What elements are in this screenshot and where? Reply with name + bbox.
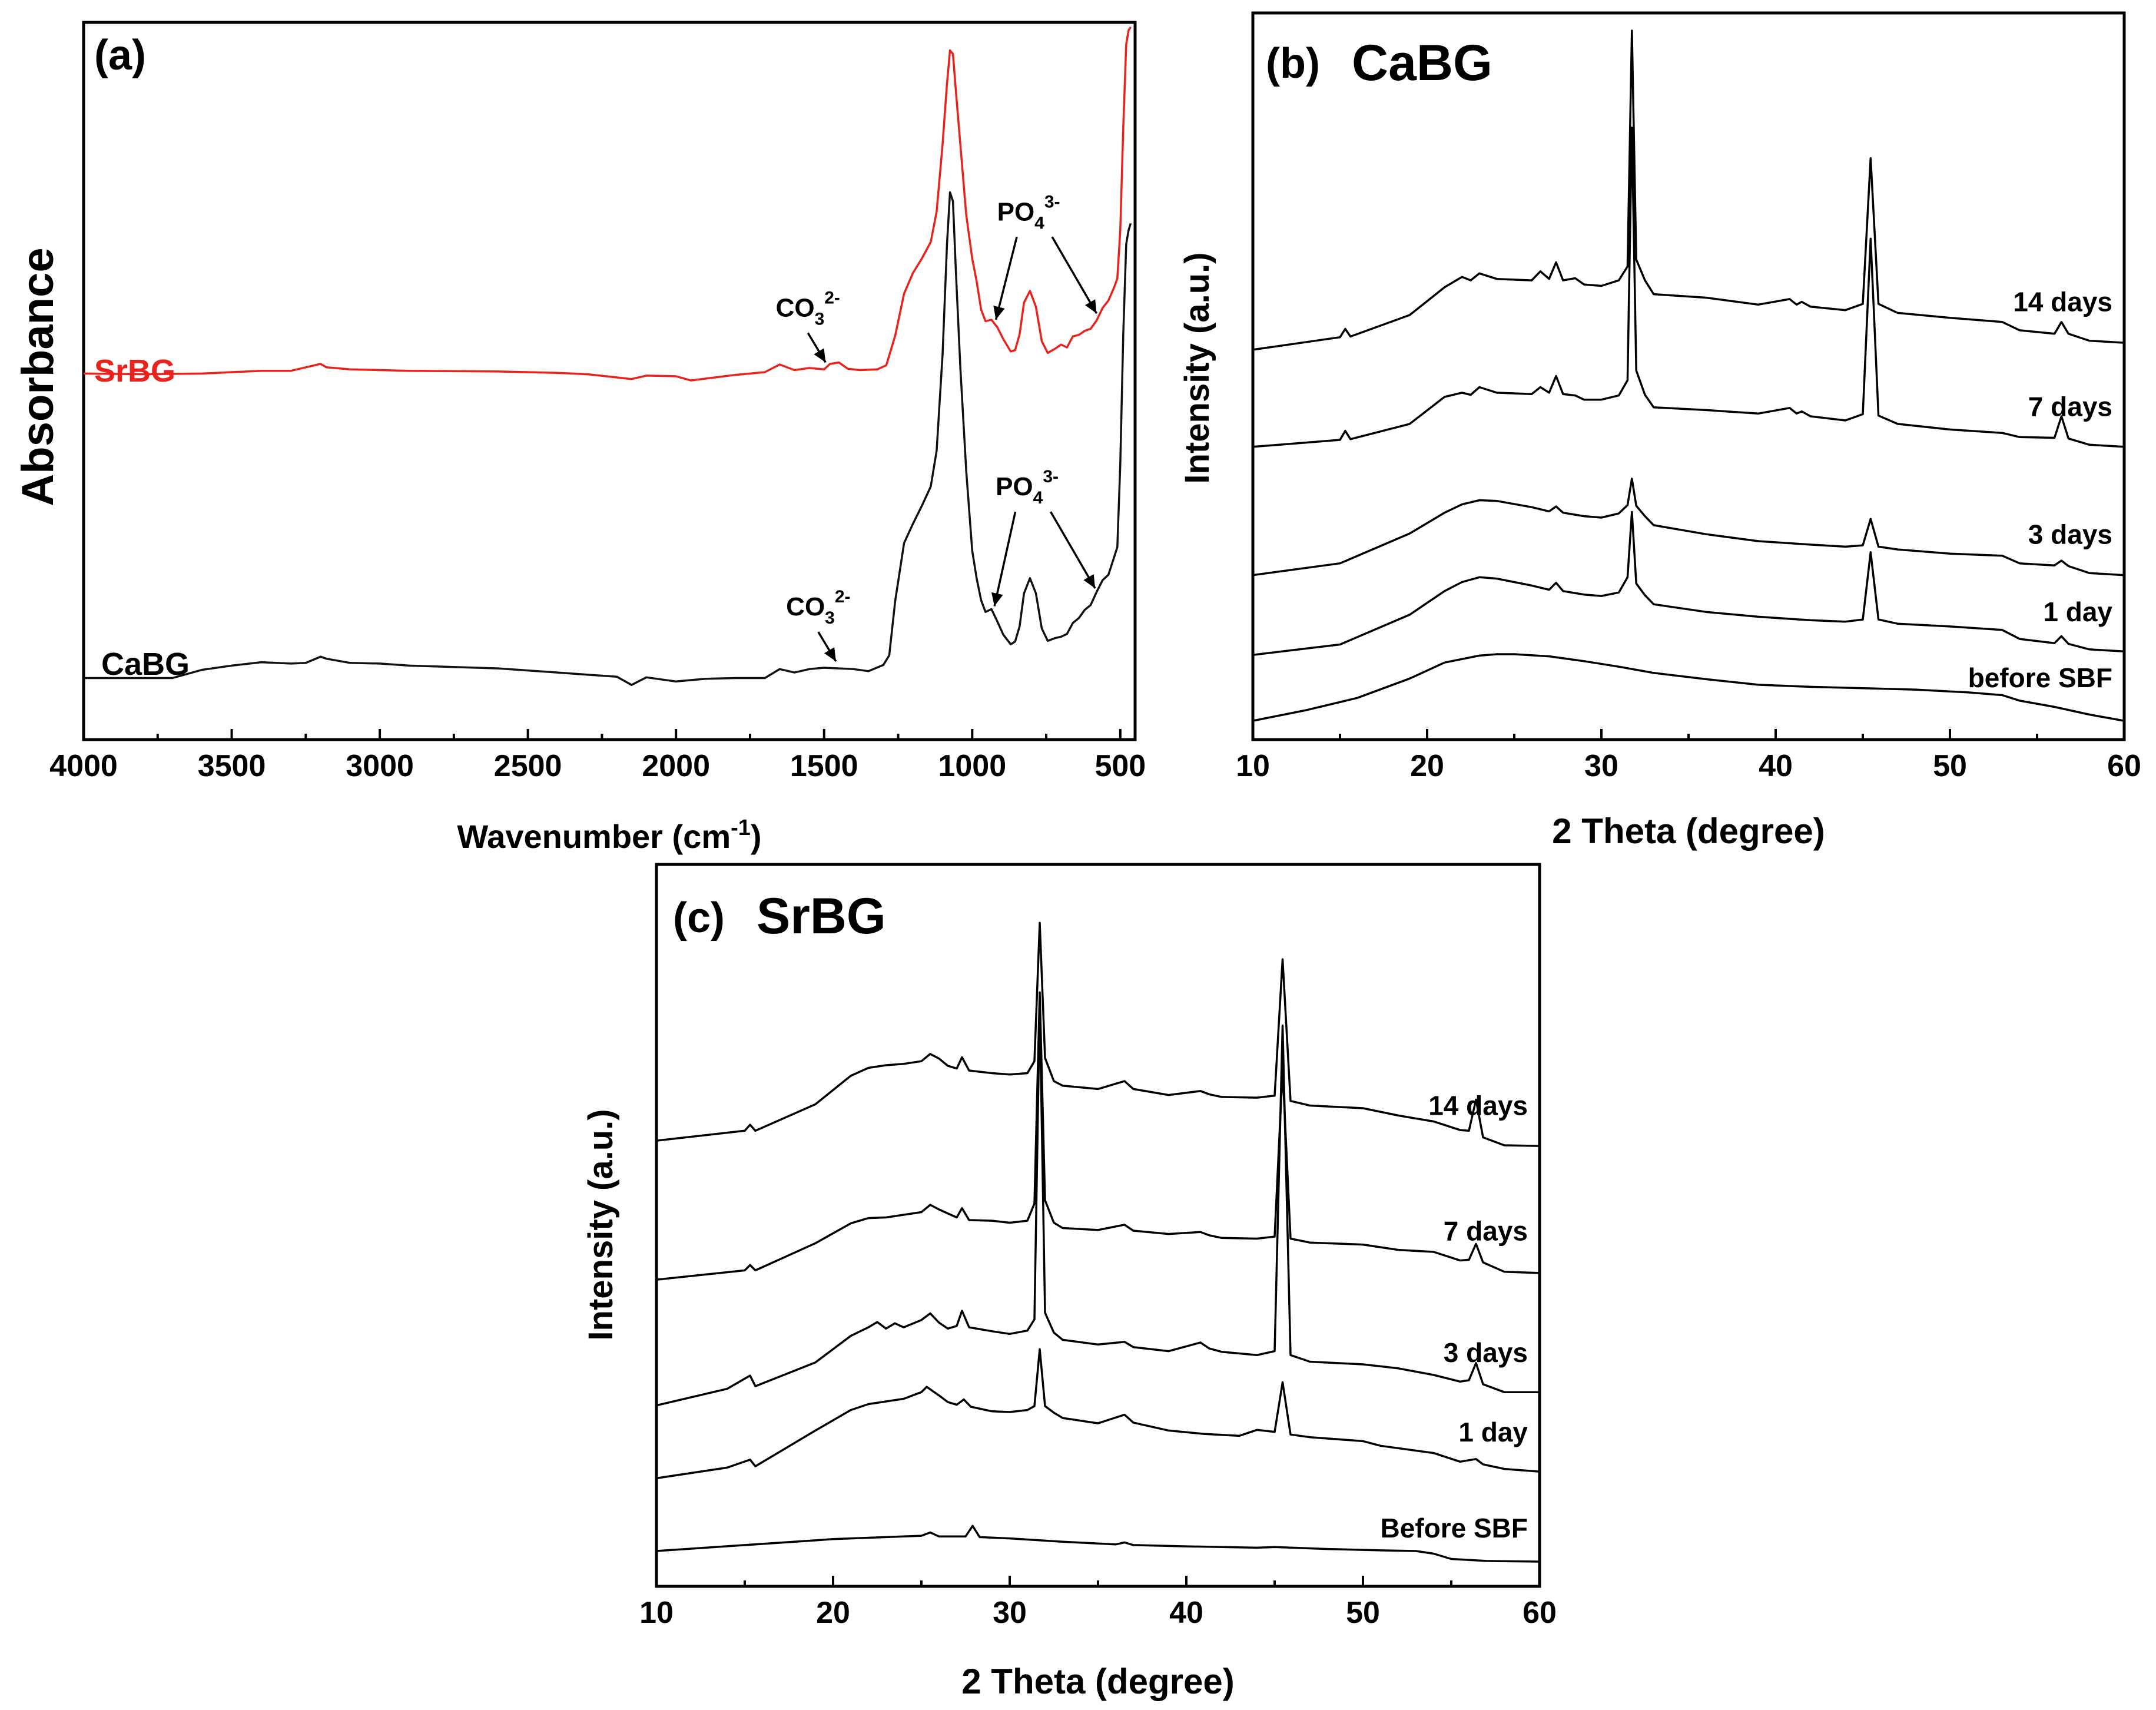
annotation-arrowhead	[824, 647, 836, 662]
annotation-arrowhead	[991, 592, 1003, 607]
series-label-3-days: 3 days	[1444, 1337, 1528, 1368]
series-line-7-days	[656, 991, 1540, 1281]
x-tick-label-1500: 1500	[790, 749, 858, 783]
series-line-14-days	[656, 922, 1540, 1147]
series-line-7-days	[1252, 127, 2125, 448]
panel-b-title: CaBG	[1352, 35, 1492, 91]
panel-b-xrd-cabg: (b) CaBG 10 20 30 40 50 60 14 days 7 days 3 day…	[1178, 11, 2141, 851]
x-tick-label-4000: 4000	[49, 749, 118, 783]
series-line-before-sbf	[656, 1525, 1540, 1563]
panel-c-plot-frame	[655, 863, 1541, 1588]
x-tick-label-30: 30	[1584, 749, 1618, 783]
series-label-7-days: 7 days	[2028, 391, 2112, 422]
panel-b-series-labels: 14 days 7 days 3 days 1 day before SBF	[1968, 287, 2113, 693]
series-label-cabg: CaBG	[101, 647, 190, 682]
x-tick-label-2000: 2000	[642, 749, 710, 783]
panel-a-label: (a)	[94, 32, 146, 79]
annotation-arrowhead	[1084, 299, 1097, 314]
panel-c-label: (c)	[673, 894, 725, 942]
annotation-co3-cabg: CO32-	[786, 587, 850, 628]
panel-c-y-axis-label: Intensity (a.u.)	[582, 1109, 620, 1340]
series-label-14-days: 14 days	[1428, 1091, 1528, 1121]
panel-b-plot-frame	[1251, 11, 2126, 741]
panel-c-xrd-srbg: (c) SrBG 10 20 30 40 50 60 14 days 7 days 3 day…	[582, 863, 1557, 1701]
x-tick-label-10: 10	[1236, 749, 1270, 783]
panel-c-x-ticks: 10 20 30 40 50 60	[639, 1576, 1557, 1630]
panel-b-y-axis-label: Intensity (a.u.)	[1178, 252, 1216, 483]
x-tick-label-60: 60	[2107, 749, 2141, 783]
panel-a-x-ticks: 4000 3500 3000 2500 2000 1500 1000 500	[49, 729, 1146, 783]
series-line-before-sbf	[1252, 653, 2125, 722]
series-line-srbg	[83, 26, 1132, 382]
annotation-arrowhead	[1083, 574, 1096, 589]
series-line-1-day	[1252, 511, 2125, 656]
annotation-arrow	[1051, 236, 1098, 314]
annotation-arrowhead	[993, 306, 1005, 320]
panel-a-y-axis-label: Absorbance	[13, 247, 63, 506]
x-tick-label-40: 40	[1759, 749, 1793, 783]
series-label-14-days: 14 days	[2013, 287, 2112, 317]
series-label-1-day: 1 day	[2043, 596, 2112, 627]
x-tick-label-2500: 2500	[494, 749, 562, 783]
annotation-co3-srbg: CO32-	[776, 288, 840, 329]
x-tick-label-20: 20	[816, 1596, 850, 1630]
panel-c-curves	[656, 922, 1540, 1563]
series-label-srbg: SrBG	[94, 353, 175, 389]
panel-a-x-axis-label: Wavenumber (cm-1)	[457, 816, 761, 855]
x-tick-label-10: 10	[639, 1596, 674, 1630]
series-line-3-days	[656, 1003, 1540, 1407]
series-line-14-days	[1252, 29, 2125, 351]
panel-a-ftir: (a) 4000 3500 3000 2500 2000 1500 1000 500 CO32…	[13, 21, 1146, 855]
series-label-1-day: 1 day	[1458, 1417, 1528, 1447]
panel-a-annotations: CO32- PO43- CO32- PO43-	[776, 192, 1098, 662]
annotation-arrow	[994, 236, 1018, 320]
annotation-po4-srbg: PO43-	[997, 192, 1060, 233]
annotation-arrow	[1050, 511, 1096, 589]
panel-c-title: SrBG	[757, 888, 886, 945]
series-label-7-days: 7 days	[1444, 1216, 1528, 1247]
series-label-3-days: 3 days	[2028, 519, 2112, 549]
series-label-before-sbf: Before SBF	[1381, 1513, 1528, 1543]
x-tick-label-40: 40	[1169, 1596, 1203, 1630]
panel-a-curves	[83, 26, 1132, 686]
x-tick-label-500: 500	[1094, 749, 1146, 783]
annotation-arrow	[993, 511, 1017, 607]
series-label-before-sbf: before SBF	[1968, 662, 2112, 693]
panel-b-label: (b)	[1266, 40, 1320, 87]
panel-c-x-axis-label: 2 Theta (degree)	[961, 1662, 1234, 1701]
x-tick-label-50: 50	[1933, 749, 1967, 783]
panel-b-x-ticks: 10 20 30 40 50 60	[1236, 729, 2141, 783]
x-tick-label-3000: 3000	[346, 749, 414, 783]
x-tick-label-1000: 1000	[938, 749, 1006, 783]
panel-b-curves	[1252, 29, 2125, 722]
series-line-3-days	[1252, 478, 2125, 576]
series-line-1-day	[656, 1348, 1540, 1480]
annotation-arrowhead	[814, 348, 826, 363]
annotation-po4-cabg: PO43-	[996, 467, 1059, 508]
panel-b-x-axis-label: 2 Theta (degree)	[1552, 811, 1825, 851]
x-tick-label-50: 50	[1346, 1596, 1380, 1630]
x-tick-label-30: 30	[993, 1596, 1027, 1630]
panel-a-plot-frame	[82, 21, 1137, 741]
x-tick-label-60: 60	[1523, 1596, 1557, 1630]
x-tick-label-3500: 3500	[198, 749, 266, 783]
series-line-cabg	[84, 191, 1132, 686]
panel-c-series-labels: 14 days 7 days 3 days 1 day Before SBF	[1381, 1091, 1528, 1543]
x-tick-label-20: 20	[1410, 749, 1444, 783]
